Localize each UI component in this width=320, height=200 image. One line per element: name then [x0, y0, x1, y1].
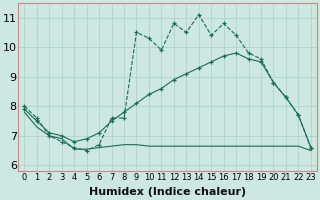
- X-axis label: Humidex (Indice chaleur): Humidex (Indice chaleur): [89, 187, 246, 197]
